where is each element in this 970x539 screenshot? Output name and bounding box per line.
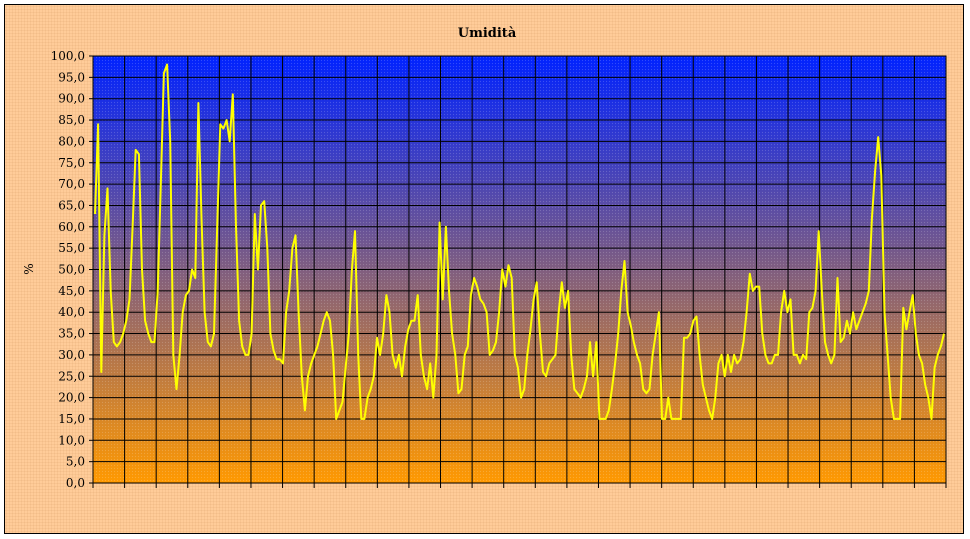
y-tick-label: 60,0 bbox=[58, 220, 85, 234]
chart-title: Umidità bbox=[458, 26, 517, 41]
grid-horizontal bbox=[93, 55, 946, 484]
y-tick-label: 10,0 bbox=[58, 433, 85, 447]
y-tick-label: 70,0 bbox=[58, 177, 85, 191]
y-tick-label: 20,0 bbox=[58, 391, 85, 405]
y-tick-label: 25,0 bbox=[58, 369, 85, 383]
y-tick-label: 90,0 bbox=[58, 92, 85, 106]
y-tick-label: 35,0 bbox=[58, 327, 85, 341]
humidity-chart: Umidità % 0,0 5,0 10,0 15,0 20,0 25,0 30,0 35,0… bbox=[22, 26, 947, 490]
y-tick-label: 50,0 bbox=[58, 263, 85, 277]
y-tick-label: 75,0 bbox=[58, 156, 85, 170]
y-tick-label: 45,0 bbox=[58, 284, 85, 298]
y-tick-label: 5,0 bbox=[66, 455, 85, 469]
y-tick-label: 100,0 bbox=[51, 49, 85, 63]
y-axis: 0,0 5,0 10,0 15,0 20,0 25,0 30,0 35,0 40,0 45,0 50… bbox=[51, 49, 93, 490]
y-tick-label: 0,0 bbox=[66, 476, 85, 490]
y-tick-label: 95,0 bbox=[58, 70, 85, 84]
series-layer bbox=[94, 63, 945, 420]
y-tick-label: 30,0 bbox=[58, 348, 85, 362]
x-axis bbox=[92, 483, 947, 488]
y-tick-label: 55,0 bbox=[58, 241, 85, 255]
y-tick-label: 85,0 bbox=[58, 113, 85, 127]
series-line-0 bbox=[94, 63, 945, 420]
chart-frame: Umidità % 0,0 5,0 10,0 15,0 20,0 25,0 30,0 35,0… bbox=[4, 4, 964, 534]
y-tick-label: 40,0 bbox=[58, 305, 85, 319]
y-tick-label: 65,0 bbox=[58, 198, 85, 212]
y-axis-label: % bbox=[22, 263, 36, 274]
y-tick-label: 15,0 bbox=[58, 412, 85, 426]
y-tick-label: 80,0 bbox=[58, 134, 85, 148]
